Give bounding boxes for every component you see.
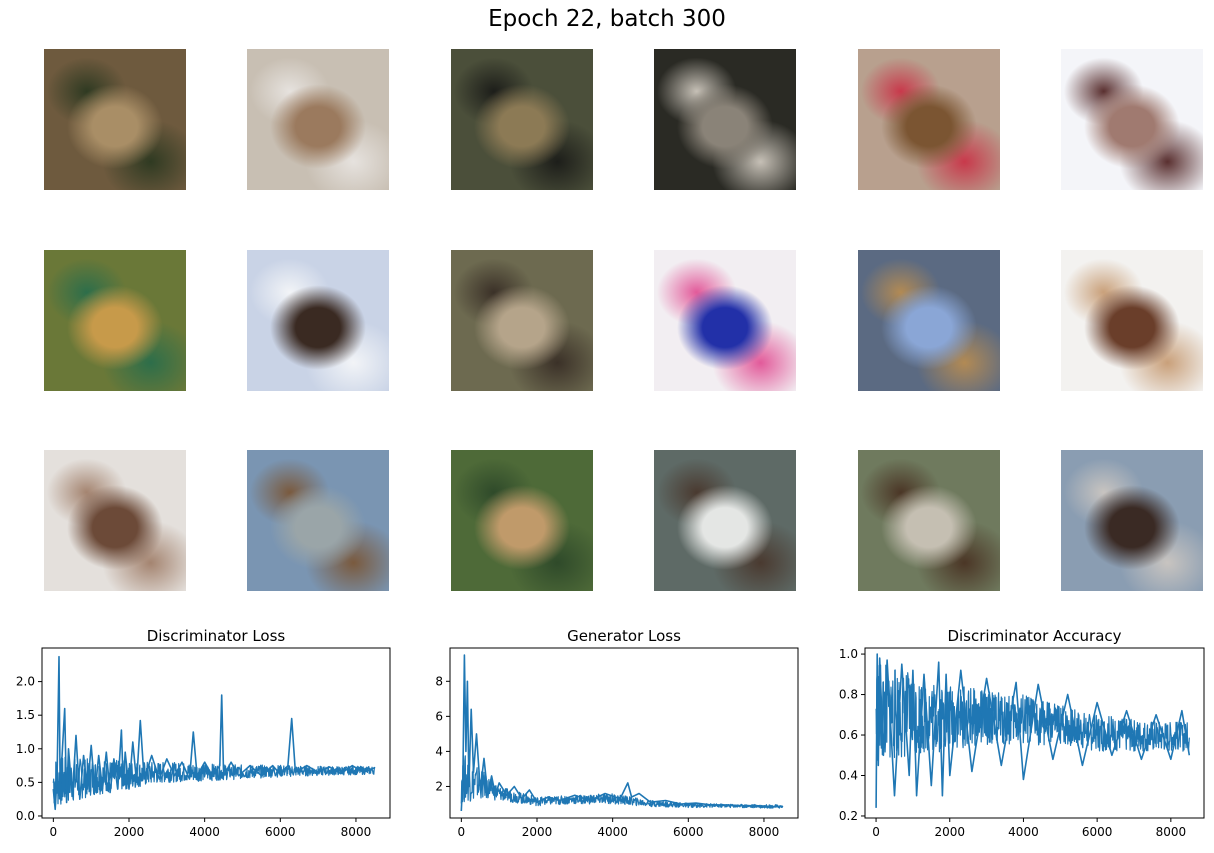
- plot-frame: [449, 647, 799, 819]
- y-tick-label: 0.2: [839, 809, 858, 823]
- chart-panel: Generator Loss 0 2000 4000 6000 8000 2 4 6 8: [435, 627, 799, 839]
- y-tick-label: 1.0: [839, 647, 858, 661]
- generated-sample-image: [44, 49, 186, 190]
- generated-sample-image: [858, 450, 1000, 591]
- y-tick-label: 0.6: [839, 728, 858, 742]
- generated-sample-image: [44, 250, 186, 391]
- y-tick-label: 4: [435, 744, 443, 758]
- chart-title: Generator Loss: [567, 627, 681, 645]
- chart-title: Discriminator Loss: [147, 627, 286, 645]
- y-tick-label: 0.4: [839, 769, 858, 783]
- chart-panel: Discriminator Loss 0 2000 4000 6000 8000 0.0 0.…: [16, 627, 391, 839]
- plot-frame: [864, 647, 1205, 819]
- generated-sample-image: [858, 49, 1000, 190]
- x-tick-label: 6000: [673, 825, 704, 839]
- generated-sample-image: [1061, 250, 1203, 391]
- y-tick-label: 2.0: [16, 675, 35, 689]
- generated-sample-image: [858, 250, 1000, 391]
- x-tick-label: 2000: [522, 825, 553, 839]
- generated-sample-image: [654, 250, 796, 391]
- x-tick-label: 6000: [1082, 825, 1113, 839]
- y-tick-label: 0.8: [839, 688, 858, 702]
- x-tick-label: 0: [872, 825, 880, 839]
- series-noise-line: [52, 756, 376, 806]
- series-line: [460, 654, 783, 812]
- y-tick-label: 8: [435, 674, 443, 688]
- chart-panel: Discriminator Accuracy 0 2000 4000 6000 8000 0…: [839, 627, 1205, 839]
- chart-title: Discriminator Accuracy: [947, 627, 1121, 645]
- y-tick-label: 1.0: [16, 742, 35, 756]
- generated-sample-image: [451, 49, 593, 190]
- figure-title: Epoch 22, batch 300: [488, 6, 726, 32]
- x-tick-label: 2000: [114, 825, 145, 839]
- generated-sample-image: [1061, 450, 1203, 591]
- x-tick-label: 0: [458, 825, 466, 839]
- y-tick-label: 1.5: [16, 708, 35, 722]
- generated-sample-image: [44, 450, 186, 591]
- series-noise-line: [460, 754, 784, 809]
- generated-sample-image: [247, 49, 389, 190]
- generated-sample-image: [247, 250, 389, 391]
- x-tick-label: 8000: [749, 825, 780, 839]
- generated-sample-image: [654, 49, 796, 190]
- x-tick-label: 0: [50, 825, 58, 839]
- x-tick-label: 2000: [934, 825, 965, 839]
- series-line: [52, 655, 376, 811]
- x-tick-label: 6000: [265, 825, 296, 839]
- x-tick-label: 8000: [1156, 825, 1187, 839]
- generated-sample-image: [1061, 49, 1203, 190]
- series-line: [875, 653, 1191, 808]
- y-tick-label: 6: [435, 709, 443, 723]
- generated-sample-image: [654, 450, 796, 591]
- y-tick-label: 0.0: [16, 809, 35, 823]
- y-tick-label: 2: [435, 779, 443, 793]
- x-tick-label: 4000: [1008, 825, 1039, 839]
- x-tick-label: 8000: [341, 825, 372, 839]
- generated-sample-image: [247, 450, 389, 591]
- x-tick-label: 4000: [597, 825, 628, 839]
- generated-sample-image: [451, 450, 593, 591]
- x-tick-label: 4000: [189, 825, 220, 839]
- plot-frame: [41, 647, 391, 819]
- y-tick-label: 0.5: [16, 775, 35, 789]
- generated-sample-image: [451, 250, 593, 391]
